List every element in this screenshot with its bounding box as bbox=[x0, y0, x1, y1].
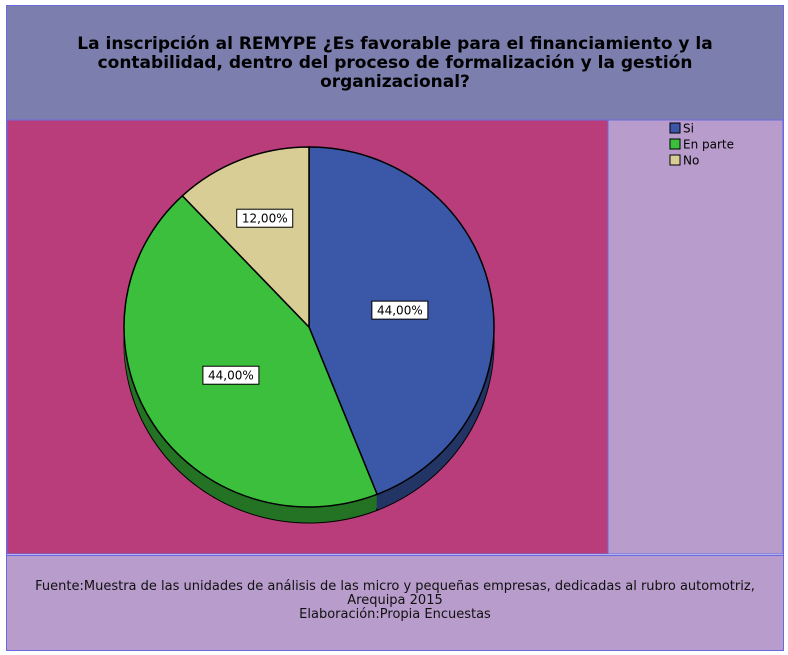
value-label: 44,00% bbox=[208, 369, 254, 383]
legend-swatch bbox=[669, 138, 681, 150]
value-label-box bbox=[202, 365, 260, 385]
legend-label: No bbox=[683, 154, 699, 168]
pie-slice bbox=[123, 194, 379, 508]
footer-author: Elaboración:Propia Encuestas bbox=[299, 607, 491, 622]
legend-swatch bbox=[669, 154, 681, 166]
legend-label: En parte bbox=[683, 138, 734, 152]
legend-label: Si bbox=[683, 122, 694, 136]
chart-frame: La inscripción al REMYPE ¿Es favorable p… bbox=[6, 5, 784, 651]
value-label: 44,00% bbox=[377, 304, 423, 318]
value-label: 12,00% bbox=[242, 212, 288, 226]
pie-slice bbox=[181, 146, 310, 329]
chart-title: La inscripción al REMYPE ¿Es favorable p… bbox=[7, 6, 783, 121]
footer-source: Fuente:Muestra de las unidades de anális… bbox=[35, 579, 755, 608]
pie-slice bbox=[308, 146, 495, 496]
legend-area bbox=[607, 119, 784, 555]
legend-swatch bbox=[669, 122, 681, 134]
value-label-box bbox=[371, 300, 429, 320]
footer: Fuente:Muestra de las unidades de anális… bbox=[7, 555, 783, 650]
value-label-box bbox=[236, 208, 294, 228]
